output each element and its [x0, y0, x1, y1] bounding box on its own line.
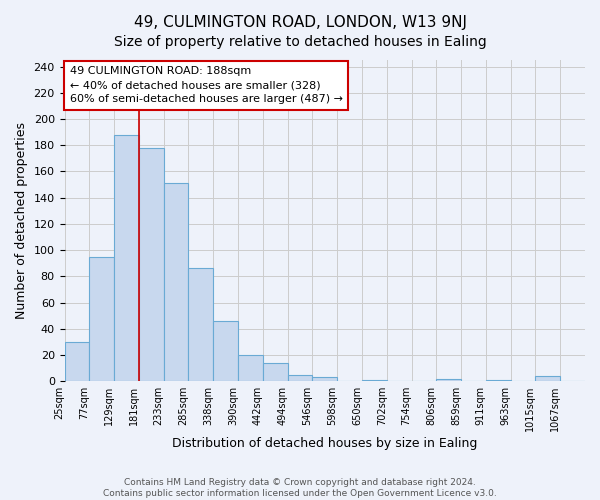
Text: 49 CULMINGTON ROAD: 188sqm
← 40% of detached houses are smaller (328)
60% of sem: 49 CULMINGTON ROAD: 188sqm ← 40% of deta…	[70, 66, 343, 104]
Text: Size of property relative to detached houses in Ealing: Size of property relative to detached ho…	[113, 35, 487, 49]
Bar	[436, 378, 461, 381]
Bar	[362, 380, 387, 381]
Bar	[486, 380, 511, 381]
Text: Contains HM Land Registry data © Crown copyright and database right 2024.
Contai: Contains HM Land Registry data © Crown c…	[103, 478, 497, 498]
Bar	[287, 374, 313, 381]
Bar	[139, 148, 164, 381]
Text: 49, CULMINGTON ROAD, LONDON, W13 9NJ: 49, CULMINGTON ROAD, LONDON, W13 9NJ	[133, 15, 467, 30]
Bar	[213, 321, 238, 381]
Y-axis label: Number of detached properties: Number of detached properties	[15, 122, 28, 319]
Bar	[238, 355, 263, 381]
Bar	[313, 378, 337, 381]
Bar	[114, 134, 139, 381]
Bar	[164, 183, 188, 381]
Bar	[89, 256, 114, 381]
Bar	[65, 342, 89, 381]
Bar	[263, 363, 287, 381]
X-axis label: Distribution of detached houses by size in Ealing: Distribution of detached houses by size …	[172, 437, 478, 450]
Bar	[188, 268, 213, 381]
Bar	[535, 376, 560, 381]
